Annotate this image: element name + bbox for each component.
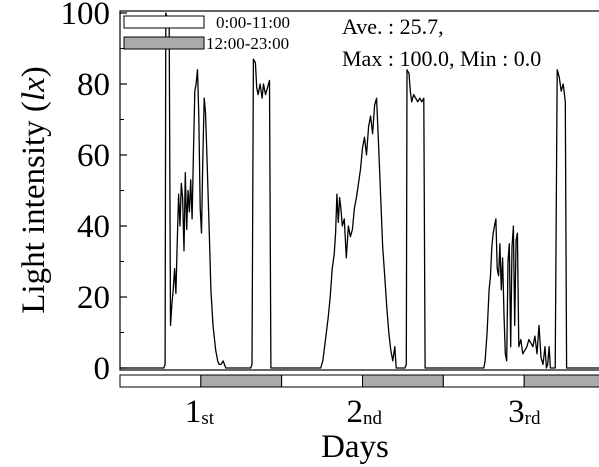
y-tick-label: 0 (94, 351, 111, 387)
y-axis-title: Light intensity (lx) (16, 66, 52, 313)
day-labels: 1st 2nd 3rd (185, 394, 541, 430)
stats-line-1: Ave. : 25.7, (342, 14, 444, 39)
legend-swatch-afternoon (123, 36, 205, 50)
series-line (120, 12, 599, 369)
x-axis-title: Days (321, 429, 389, 465)
day-label: 1st (185, 394, 215, 430)
period-segment (523, 374, 599, 388)
y-tick-label: 20 (77, 280, 110, 316)
y-axis-title-close: ) (16, 66, 52, 77)
legend: 0:00-11:00 12:00-23:00 (123, 13, 290, 53)
day-label: 3rd (508, 394, 541, 430)
y-axis-title-unit: lx (16, 77, 52, 101)
series-layer (120, 12, 599, 369)
period-segment (281, 374, 363, 388)
y-tick-label: 40 (77, 209, 110, 245)
stats-line-2: Max : 100.0, Min : 0.0 (342, 46, 541, 71)
period-segment (442, 374, 525, 388)
period-segment (200, 374, 283, 388)
day-label: 2nd (347, 394, 383, 430)
y-tick-label: 80 (77, 67, 110, 103)
legend-label-morning: 0:00-11:00 (216, 13, 290, 32)
period-bar (119, 374, 599, 388)
legend-label-afternoon: 12:00-23:00 (206, 34, 289, 53)
y-tick-label: 100 (61, 0, 111, 32)
period-segment (119, 374, 202, 388)
y-tick-label: 60 (77, 138, 110, 174)
y-axis-title-main: Light intensity ( (16, 101, 52, 314)
y-axis: 0 20 40 60 80 100 (61, 0, 127, 387)
legend-swatch-morning (123, 15, 205, 29)
period-segment (362, 374, 444, 388)
